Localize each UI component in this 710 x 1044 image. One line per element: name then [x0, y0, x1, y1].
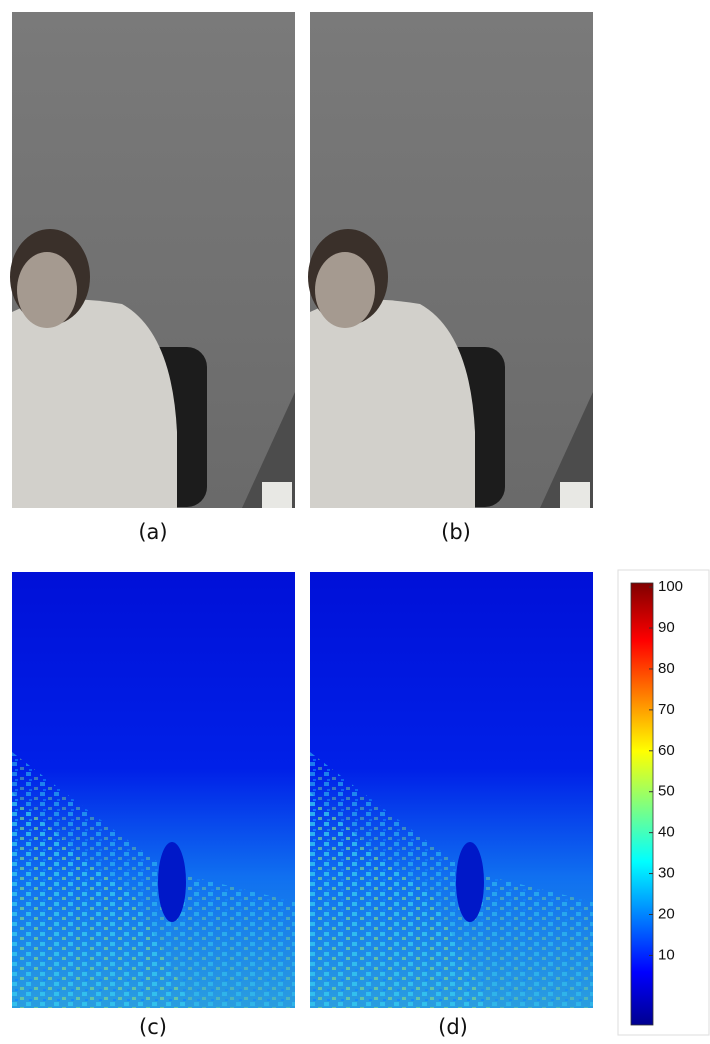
panel-d — [310, 572, 593, 1008]
colorbar-tick-label: 90 — [658, 619, 675, 636]
colorbar-tick-label: 20 — [658, 905, 675, 922]
colorbar-tick-label: 80 — [658, 660, 675, 677]
panel-label: (b) — [441, 520, 471, 544]
panel-label: (d) — [438, 1015, 468, 1039]
colorbar-tick-label: 100 — [658, 578, 683, 595]
colorbar-tick-label: 10 — [658, 946, 675, 963]
colorbar-tick-label: 60 — [658, 742, 675, 759]
colorbar — [630, 582, 654, 1026]
colorbar-tick-label: 30 — [658, 865, 675, 882]
colorbar-tick-label: 50 — [658, 783, 675, 800]
panel-c — [12, 572, 295, 1008]
panel-label: (c) — [139, 1015, 167, 1039]
panel-label: (a) — [138, 520, 167, 544]
colorbar-tick-label: 40 — [658, 824, 675, 841]
panel-b — [308, 12, 593, 508]
panel-a — [10, 12, 295, 508]
colorbar-tick-label: 70 — [658, 701, 675, 718]
